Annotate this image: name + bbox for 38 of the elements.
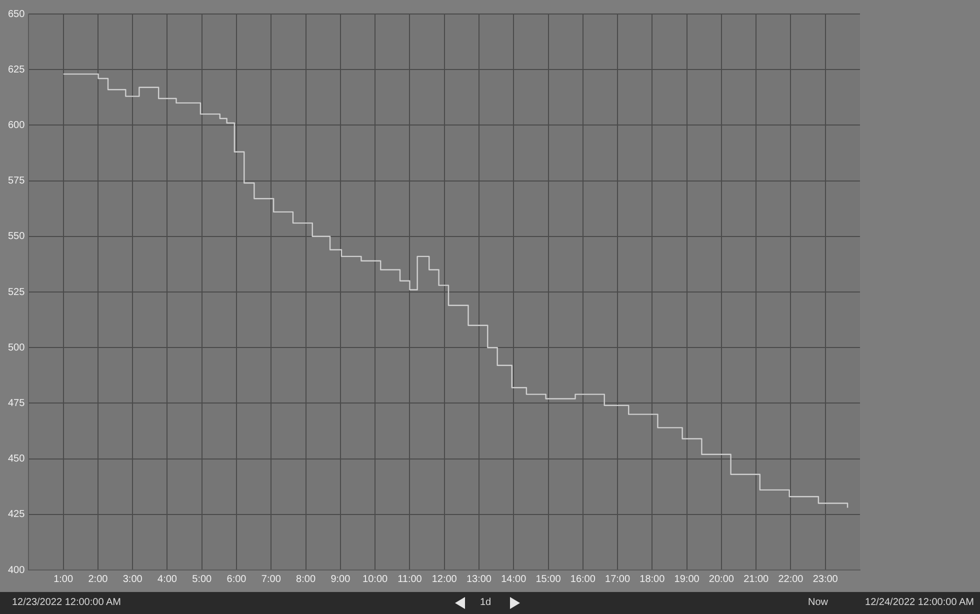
y-tick-label: 475 bbox=[8, 398, 26, 409]
x-tick-label: 7:00 bbox=[261, 574, 282, 585]
text: 1d bbox=[480, 597, 492, 608]
y-tick-label: 450 bbox=[8, 454, 26, 465]
y-tick-label: 600 bbox=[8, 120, 26, 131]
x-tick-label: 1:00 bbox=[54, 574, 74, 585]
y-tick-label: 650 bbox=[8, 8, 26, 20]
x-tick-label: 14:00 bbox=[501, 574, 527, 585]
x-tick-label: 23:00 bbox=[812, 574, 838, 585]
y-tick-label: 500 bbox=[8, 342, 26, 354]
y-tick-label: 625 bbox=[8, 64, 26, 76]
x-tick-label: 9:00 bbox=[330, 574, 351, 585]
y-tick-label: 425 bbox=[8, 509, 26, 520]
text: 12/23/2022 12:00:00 AM bbox=[12, 597, 121, 608]
x-tick-label: 11:00 bbox=[398, 574, 422, 585]
x-tick-label: 18:00 bbox=[640, 574, 666, 585]
x-tick-label: 10:00 bbox=[362, 574, 388, 585]
x-tick-label: 19:00 bbox=[674, 574, 700, 585]
x-tick-label: 4:00 bbox=[158, 574, 178, 585]
x-tick-label: 3:00 bbox=[122, 574, 143, 585]
text: Now bbox=[808, 597, 828, 608]
y-tick-label: 400 bbox=[8, 564, 26, 576]
x-tick-label: 16:00 bbox=[570, 574, 596, 585]
x-tick-label: 15:00 bbox=[536, 574, 562, 585]
x-tick-label: 5:00 bbox=[192, 574, 212, 585]
x-tick-label: 21:00 bbox=[744, 574, 770, 585]
y-tick-label: 550 bbox=[8, 231, 26, 242]
x-tick-label: 8:00 bbox=[296, 574, 316, 585]
x-tick-label: 12:00 bbox=[432, 574, 458, 585]
y-tick-label: 575 bbox=[8, 176, 26, 187]
x-tick-label: 22:00 bbox=[778, 574, 804, 585]
x-tick-label: 6:00 bbox=[226, 574, 247, 585]
x-tick-label: 17:00 bbox=[605, 574, 630, 585]
x-tick-label: 20:00 bbox=[708, 574, 734, 585]
x-tick-label: 13:00 bbox=[466, 574, 492, 585]
text: 12/24/2022 12:00:00 AM bbox=[865, 597, 974, 608]
x-tick-label: 2:00 bbox=[88, 574, 108, 585]
y-tick-label: 525 bbox=[8, 286, 26, 298]
